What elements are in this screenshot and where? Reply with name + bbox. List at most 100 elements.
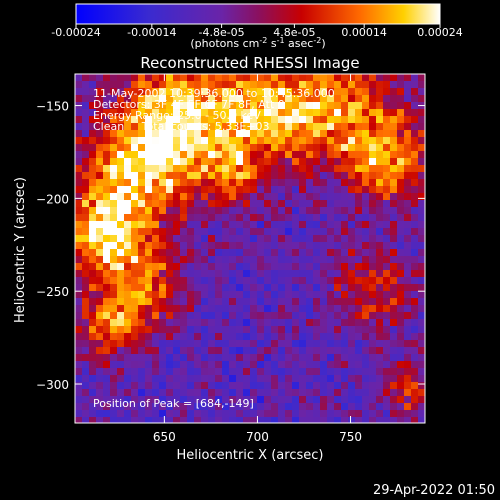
heatmap-pixel (306, 74, 313, 81)
heatmap-pixel (383, 249, 390, 256)
heatmap-pixel (208, 396, 215, 403)
heatmap-pixel (390, 368, 397, 375)
heatmap-pixel (250, 186, 257, 193)
heatmap-pixel (173, 410, 180, 417)
heatmap-pixel (383, 88, 390, 95)
heatmap-pixel (110, 158, 117, 165)
heatmap-pixel (411, 270, 418, 277)
heatmap-pixel (257, 284, 264, 291)
heatmap-pixel (166, 284, 173, 291)
heatmap-pixel (96, 340, 103, 347)
heatmap-pixel (145, 340, 152, 347)
heatmap-pixel (201, 354, 208, 361)
heatmap-pixel (180, 270, 187, 277)
heatmap-pixel (145, 319, 152, 326)
heatmap-pixel (313, 109, 320, 116)
heatmap-pixel (278, 144, 285, 151)
heatmap-pixel (201, 249, 208, 256)
heatmap-pixel (278, 312, 285, 319)
heatmap-pixel (313, 270, 320, 277)
heatmap-pixel (131, 193, 138, 200)
heatmap-pixel (320, 403, 327, 410)
heatmap-pixel (397, 200, 404, 207)
heatmap-pixel (320, 200, 327, 207)
heatmap-pixel (75, 193, 82, 200)
heatmap-pixel (201, 410, 208, 417)
heatmap-pixel (278, 382, 285, 389)
heatmap-pixel (418, 298, 425, 305)
heatmap-pixel (404, 284, 411, 291)
heatmap-pixel (306, 410, 313, 417)
heatmap-pixel (187, 235, 194, 242)
heatmap-pixel (299, 340, 306, 347)
heatmap-pixel (397, 158, 404, 165)
heatmap-pixel (96, 228, 103, 235)
heatmap-pixel (390, 186, 397, 193)
heatmap-pixel (299, 74, 306, 81)
heatmap-pixel (229, 410, 236, 417)
heatmap-pixel (159, 319, 166, 326)
heatmap-pixel (369, 249, 376, 256)
heatmap-pixel (327, 242, 334, 249)
heatmap-pixel (152, 368, 159, 375)
heatmap-pixel (124, 417, 131, 423)
heatmap-pixel (411, 193, 418, 200)
heatmap-pixel (229, 368, 236, 375)
heatmap-pixel (278, 74, 285, 81)
heatmap-pixel (215, 396, 222, 403)
heatmap-pixel (341, 256, 348, 263)
heatmap-pixel (117, 277, 124, 284)
heatmap-pixel (348, 95, 355, 102)
heatmap-pixel (264, 396, 271, 403)
heatmap-pixel (75, 249, 82, 256)
heatmap-pixel (243, 410, 250, 417)
heatmap-pixel (369, 382, 376, 389)
heatmap-pixel (131, 270, 138, 277)
heatmap-pixel (390, 333, 397, 340)
heatmap-pixel (187, 95, 194, 102)
heatmap-pixel (369, 81, 376, 88)
heatmap-pixel (103, 193, 110, 200)
heatmap-pixel (369, 235, 376, 242)
heatmap-pixel (376, 207, 383, 214)
heatmap-pixel (355, 74, 362, 81)
heatmap-pixel (264, 417, 271, 423)
heatmap-pixel (215, 179, 222, 186)
heatmap-pixel (376, 333, 383, 340)
heatmap-pixel (390, 179, 397, 186)
heatmap-pixel (236, 172, 243, 179)
heatmap-pixel (271, 95, 278, 102)
heatmap-pixel (173, 298, 180, 305)
heatmap-pixel (243, 151, 250, 158)
heatmap-pixel (201, 207, 208, 214)
heatmap-pixel (166, 242, 173, 249)
heatmap-pixel (187, 172, 194, 179)
heatmap-pixel (145, 130, 152, 137)
heatmap-pixel (103, 354, 110, 361)
heatmap-pixel (152, 375, 159, 382)
heatmap-pixel (229, 130, 236, 137)
heatmap-pixel (299, 403, 306, 410)
heatmap-pixel (243, 179, 250, 186)
heatmap-pixel (376, 389, 383, 396)
heatmap-pixel (397, 186, 404, 193)
heatmap-pixel (397, 74, 404, 81)
heatmap-pixel (264, 151, 271, 158)
heatmap-pixel (418, 207, 425, 214)
heatmap-pixel (334, 396, 341, 403)
heatmap-pixel (390, 242, 397, 249)
heatmap-pixel (124, 340, 131, 347)
heatmap-pixel (110, 291, 117, 298)
heatmap-pixel (243, 389, 250, 396)
heatmap-pixel (96, 172, 103, 179)
heatmap-pixel (180, 326, 187, 333)
heatmap-pixel (320, 193, 327, 200)
heatmap-pixel (306, 319, 313, 326)
heatmap-pixel (229, 165, 236, 172)
heatmap-pixel (383, 74, 390, 81)
heatmap-pixel (138, 228, 145, 235)
heatmap-pixel (96, 95, 103, 102)
heatmap-pixel (180, 410, 187, 417)
footer-timestamp: 29-Apr-2022 01:50 (373, 483, 495, 498)
